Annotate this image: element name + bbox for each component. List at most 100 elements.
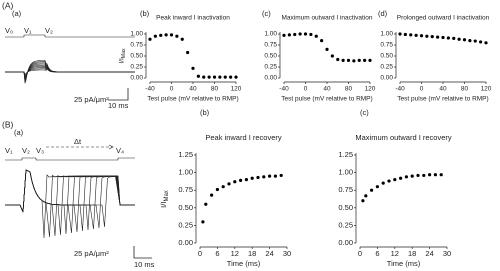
- data-point: [186, 50, 190, 55]
- data-point: [196, 74, 200, 78]
- x-tick-label: 40: [323, 86, 331, 93]
- data-point: [452, 36, 456, 41]
- data-point: [393, 178, 397, 182]
- data-point: [462, 38, 467, 42]
- data-point: [441, 35, 445, 40]
- data-point: [204, 202, 208, 206]
- data-point: [262, 175, 266, 179]
- panel-label: (c): [262, 9, 271, 18]
- data-point: [202, 75, 206, 79]
- x-tick-label: -40: [395, 86, 405, 93]
- x-tick-label: 0: [198, 249, 202, 258]
- data-point: [484, 41, 488, 45]
- data-point: [325, 47, 329, 52]
- y-tick-label: 0.75: [178, 185, 193, 194]
- data-point: [346, 58, 351, 63]
- data-point: [159, 33, 163, 37]
- data-point: [229, 75, 233, 79]
- data-point: [425, 34, 429, 38]
- data-point: [410, 174, 414, 178]
- data-point: [364, 194, 368, 198]
- y-tick-label: 0.50: [264, 53, 277, 60]
- voltage-label: V₁: [24, 26, 32, 35]
- x-tick-label: 18: [408, 249, 416, 258]
- data-point: [439, 173, 443, 177]
- data-point: [352, 59, 356, 63]
- panel-label: (B): [2, 119, 14, 129]
- y-tick-label: 1.00: [264, 31, 277, 38]
- y-axis-label: I/IMax: [119, 48, 128, 64]
- interval-label: Δt: [74, 137, 82, 146]
- data-point: [403, 32, 407, 37]
- data-point: [416, 173, 420, 178]
- data-point: [207, 75, 211, 79]
- x-axis-label: Test pulse (mV relative to RMP): [281, 96, 372, 103]
- scale-label: 10 ms: [108, 101, 129, 110]
- data-point: [233, 180, 237, 184]
- data-point: [363, 58, 367, 63]
- chart-title: Maximum outward I inactivation: [281, 15, 372, 22]
- x-tick-label: 0: [170, 86, 174, 93]
- data-point: [201, 220, 205, 224]
- data-point: [221, 185, 225, 189]
- data-point: [370, 188, 374, 192]
- y-tick-label: 0.25: [338, 220, 353, 229]
- y-axis-label-sub: Max: [121, 48, 127, 58]
- x-axis-label: Time (ms): [227, 259, 261, 268]
- scale-bar: [133, 246, 152, 259]
- x-tick-label: 0: [304, 86, 308, 93]
- data-point: [457, 37, 461, 41]
- y-tick-label: 1.25: [178, 150, 193, 159]
- y-tick-label: 0.25: [178, 220, 193, 229]
- data-point: [244, 178, 248, 182]
- data-point: [341, 58, 345, 63]
- voltage-label: V₄: [116, 146, 124, 155]
- y-tick-label: 1.00: [130, 31, 143, 38]
- panel-label: (a): [12, 9, 22, 18]
- data-point: [227, 182, 231, 186]
- data-point: [293, 32, 297, 37]
- voltage-label: V₁: [5, 146, 13, 155]
- x-tick-label: 120: [365, 86, 376, 93]
- voltage-protocol: [5, 34, 135, 38]
- panel-label: (A): [2, 0, 14, 10]
- data-point: [446, 36, 450, 40]
- scale-bar: [108, 88, 129, 101]
- x-tick-label: 30: [283, 249, 291, 258]
- data-point: [175, 34, 179, 38]
- data-point: [473, 39, 477, 43]
- panel-label: (c): [360, 108, 369, 117]
- x-tick-label: 80: [211, 86, 219, 93]
- voltage-label: V₂: [45, 26, 53, 35]
- x-tick-label: 18: [248, 249, 256, 258]
- data-point: [387, 179, 391, 183]
- data-point: [409, 33, 413, 37]
- data-point: [268, 174, 272, 178]
- x-tick-label: 12: [231, 249, 239, 258]
- data-point: [361, 199, 365, 203]
- y-tick-label: 0.25: [380, 64, 393, 71]
- chart-title: Peak inward I recovery: [205, 133, 282, 142]
- data-point: [169, 33, 174, 37]
- current-trace: [5, 169, 135, 235]
- data-point: [279, 173, 283, 178]
- data-point: [330, 54, 334, 58]
- data-point: [250, 176, 254, 180]
- chart-title: Peak inward I inactivation: [156, 15, 230, 22]
- data-point: [287, 33, 291, 37]
- y-tick-label: 0.50: [178, 203, 193, 212]
- data-point: [256, 175, 260, 180]
- data-point: [368, 58, 372, 63]
- x-tick-label: 6: [215, 249, 219, 258]
- x-tick-label: 24: [265, 249, 273, 258]
- voltage-label: V₂: [22, 146, 30, 155]
- voltage-label: V₃: [36, 146, 44, 155]
- x-tick-label: -40: [145, 86, 155, 93]
- data-point: [234, 75, 238, 79]
- x-tick-label: 80: [345, 86, 353, 93]
- data-point: [336, 57, 340, 62]
- panel-label: (d): [378, 9, 388, 18]
- data-point: [430, 35, 434, 39]
- voltage-protocol: [5, 157, 135, 161]
- current-trace: [5, 169, 135, 238]
